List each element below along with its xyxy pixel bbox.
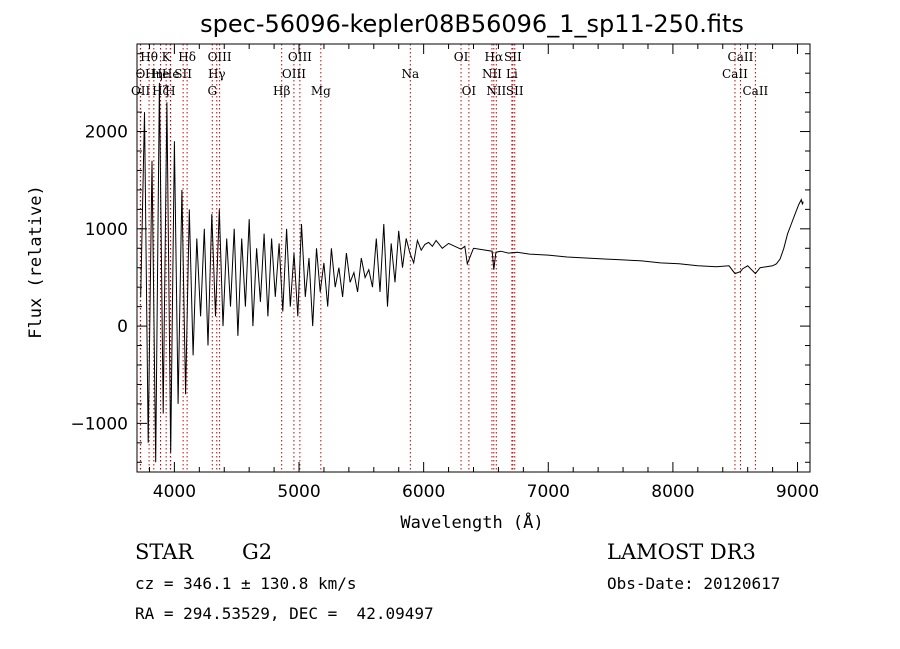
line-marker-label: OIII (282, 67, 306, 81)
line-marker-label: Na (401, 67, 419, 81)
line-marker-label: Hη (145, 67, 163, 81)
y-axis-label: Flux (relative) (26, 185, 46, 339)
line-marker-label: He (152, 67, 170, 81)
line-marker-label: G (207, 84, 217, 98)
line-marker-label: Li (506, 67, 518, 81)
x-axis-label: Wavelength (Å) (400, 511, 543, 533)
line-marker-label: O (135, 67, 145, 81)
y-tick-label: −1000 (70, 414, 128, 434)
x-tick-label: 8000 (651, 482, 694, 502)
line-marker-label: OI (462, 84, 477, 98)
redshift-velocity: cz = 346.1 ± 130.8 km/s (135, 574, 357, 593)
line-marker-label: OI (454, 50, 469, 64)
x-tick-label: 4000 (153, 482, 196, 502)
line-marker-label: SII (504, 50, 522, 64)
line-marker-label: He (162, 67, 180, 81)
flux-series-line (140, 82, 804, 463)
line-marker-label: Mg (311, 84, 331, 98)
line-marker-label: NII (486, 84, 506, 98)
line-marker-label: Hδ (178, 50, 196, 64)
line-marker-label: OII (131, 84, 151, 98)
x-axis-ticks: 4000 5000 6000 7000 8000 9000 (148, 44, 819, 502)
x-tick-label: 6000 (402, 482, 445, 502)
y-tick-label: 0 (117, 317, 128, 337)
line-marker-label: CaII (722, 67, 748, 81)
line-marker-label: SII (174, 67, 192, 81)
plot-frame (136, 43, 811, 473)
object-type-label: STAR (135, 540, 194, 564)
line-marker-label: CaII (728, 50, 754, 64)
survey-label: LAMOST DR3 (607, 540, 756, 564)
line-marker-label: NII (482, 67, 502, 81)
chart-title: spec-56096-kepler08B56096_1_sp11-250.fit… (200, 10, 744, 38)
line-marker-label: SII (506, 84, 524, 98)
sky-coordinates: RA = 294.53529, DEC = 42.09497 (135, 604, 434, 623)
line-marker-label: CaII (742, 84, 768, 98)
line-marker-label: OIII (288, 50, 312, 64)
line-marker-label: Hα (485, 50, 504, 64)
line-marker-label: H (165, 84, 175, 98)
line-marker-label: Hζ (152, 84, 169, 98)
line-marker-label: Hγ (208, 67, 226, 81)
line-marker-label: Hθ (140, 50, 158, 64)
x-tick-label: 9000 (776, 482, 819, 502)
y-tick-label: 1000 (85, 220, 128, 240)
line-marker-label: Hβ (273, 84, 290, 98)
line-marker-label: OIII (208, 50, 232, 64)
observation-date: Obs-Date: 20120617 (607, 574, 781, 593)
x-tick-label: 7000 (527, 482, 570, 502)
y-axis-ticks: −1000 0 1000 2000 (70, 53, 810, 463)
x-tick-label: 5000 (277, 482, 320, 502)
subclass-label: G2 (242, 540, 273, 564)
y-tick-label: 2000 (85, 123, 128, 143)
line-marker-label: K (162, 50, 172, 64)
